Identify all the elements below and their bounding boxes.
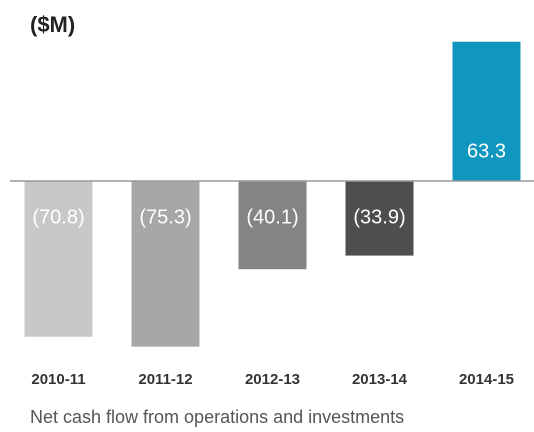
x-tick-label: 2011-12 [138,371,192,388]
value-label: (70.8) [32,206,84,228]
x-tick-label: 2013-14 [352,371,408,388]
x-tick-label: 2014-15 [459,371,514,388]
value-label: (40.1) [246,206,298,228]
value-label: (75.3) [139,206,191,228]
x-tick-label: 2010-11 [31,371,85,388]
value-label: (33.9) [353,206,405,228]
caption: Net cash flow from operations and invest… [30,407,404,427]
bar [238,181,307,270]
value-label: 63.3 [467,140,506,162]
x-tick-label: 2012-13 [245,371,300,388]
bar [24,181,93,337]
bar [452,41,521,181]
bar [131,181,200,347]
bar [345,181,414,256]
chart-title: ($M) [30,12,75,37]
